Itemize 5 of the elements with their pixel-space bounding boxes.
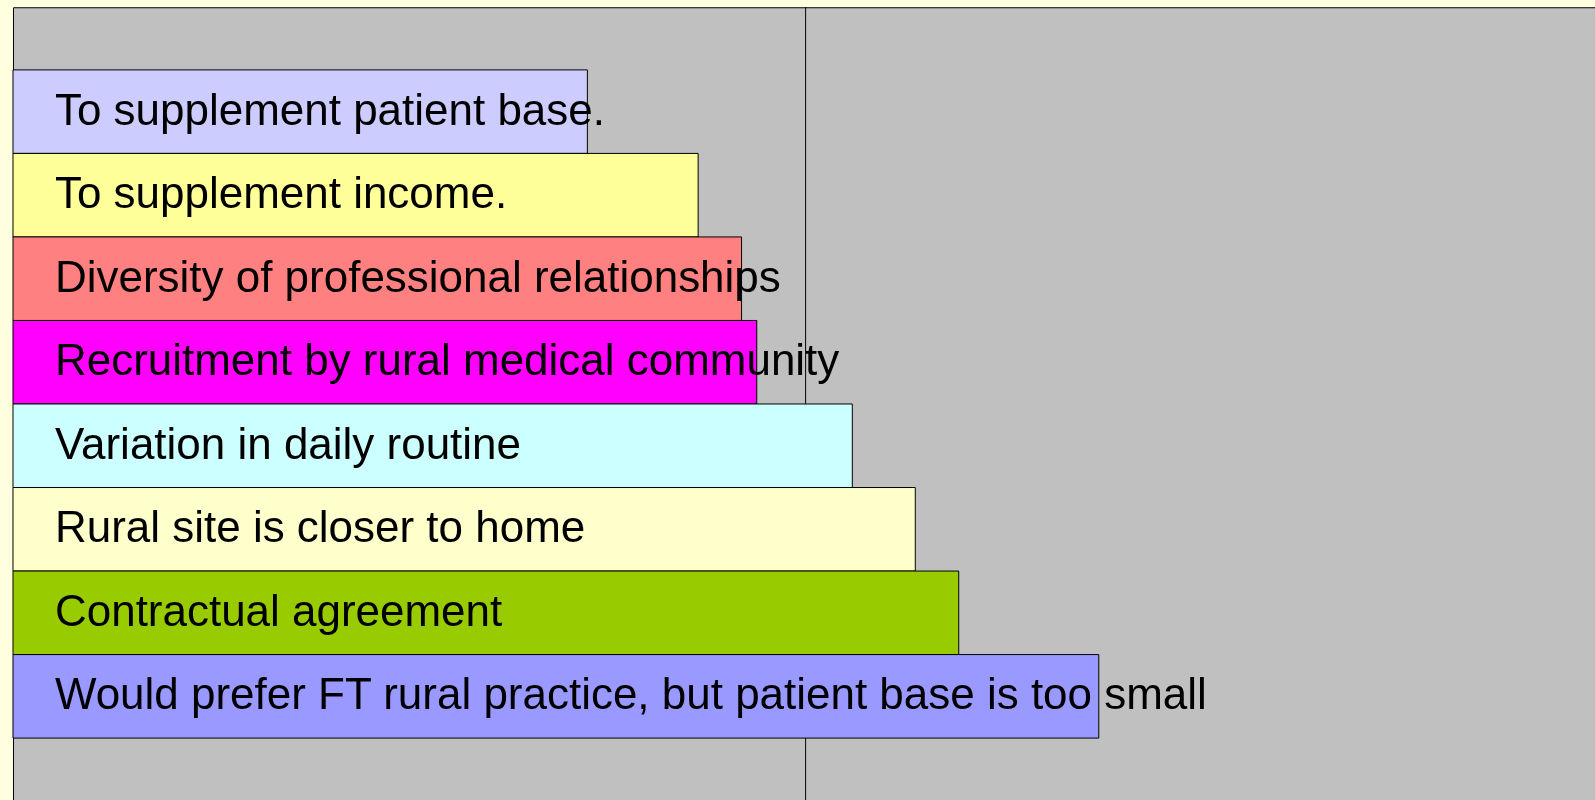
y-tick-label: Contractual agreement xyxy=(54,585,503,635)
y-tick-label: Variation in daily routine xyxy=(54,418,521,468)
y-tick-label: Rural site is closer to home xyxy=(54,502,586,552)
y-tick-label: To supplement income. xyxy=(54,168,508,218)
y-tick-label: Would prefer FT rural practice, but patient base is too small xyxy=(54,669,1207,719)
